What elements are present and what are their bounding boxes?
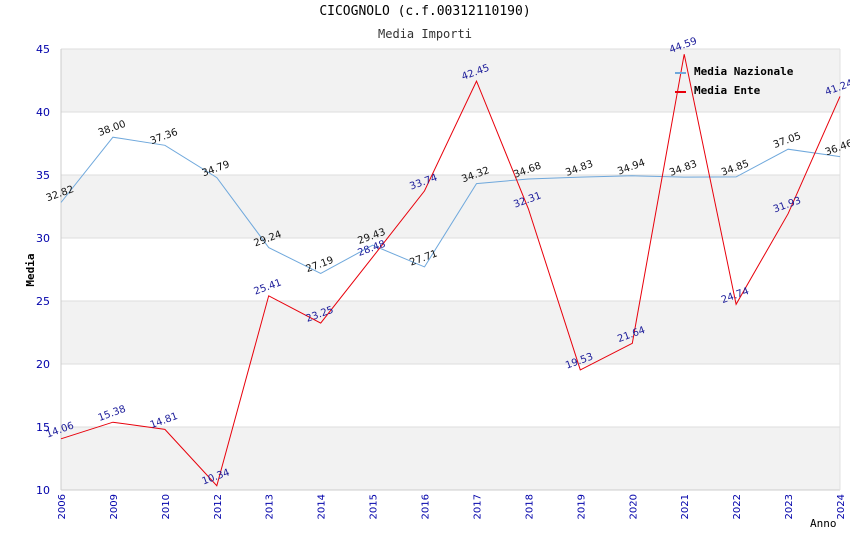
data-label-nazionale: 27.71 <box>408 248 439 268</box>
x-tick-labels: 2006 2009 2010 2012 2013 2014 2015 2016 2017 2018… <box>57 494 847 519</box>
x-tick-label: 2015 <box>369 494 380 519</box>
y-tick-label: 10 <box>36 484 50 497</box>
y-tick-label: 45 <box>36 43 50 56</box>
data-label-nazionale: 38.00 <box>97 119 128 139</box>
grid-band <box>61 175 840 238</box>
x-tick-label: 2022 <box>732 494 743 519</box>
legend: Media Nazionale Media Ente <box>675 65 794 97</box>
x-tick-label: 2024 <box>836 494 847 519</box>
legend-label: Media Nazionale <box>694 65 794 78</box>
x-tick-label: 2006 <box>57 494 68 519</box>
data-label-nazionale: 27.19 <box>305 255 336 275</box>
series-lines <box>60 54 841 487</box>
data-label-nazionale: 34.94 <box>616 157 647 177</box>
y-axis-title: Media <box>24 253 37 286</box>
grid-band <box>61 301 840 364</box>
data-label-ente: 15.38 <box>97 404 128 424</box>
grid-band <box>61 49 840 112</box>
grid-band <box>61 427 840 490</box>
chart-subtitle: Media Importi <box>378 27 472 41</box>
x-tick-label: 2010 <box>161 494 172 519</box>
y-tick-label: 15 <box>36 421 50 434</box>
y-tick-label: 30 <box>36 232 50 245</box>
grid-bands <box>61 49 840 490</box>
x-tick-label: 2020 <box>628 494 639 519</box>
x-axis-title: Anno <box>810 517 837 530</box>
y-tick-labels: 10 15 20 25 30 35 40 45 <box>36 43 50 497</box>
data-label-nazionale: 37.05 <box>772 131 803 151</box>
data-label-ente: 25.41 <box>253 277 284 297</box>
x-tick-label: 2012 <box>213 494 224 519</box>
x-tick-label: 2013 <box>265 494 276 519</box>
x-tick-label: 2009 <box>109 494 120 519</box>
series-line-media-ente <box>60 54 841 487</box>
grid-lines <box>61 48 840 491</box>
x-tick-label: 2014 <box>317 494 328 519</box>
x-tick-label: 2018 <box>524 494 535 519</box>
chart-title: CICOGNOLO (c.f.00312110190) <box>319 4 531 19</box>
legend-label: Media Ente <box>694 84 761 97</box>
x-tick-label: 2023 <box>784 494 795 519</box>
y-tick-label: 25 <box>36 295 50 308</box>
data-label-nazionale: 37.36 <box>149 127 180 147</box>
x-tick-label: 2019 <box>576 494 587 519</box>
y-tick-label: 40 <box>36 106 50 119</box>
y-tick-label: 20 <box>36 358 50 371</box>
data-label-nazionale: 36.46 <box>824 138 850 158</box>
x-tick-label: 2017 <box>472 494 483 519</box>
axes <box>60 49 841 491</box>
x-tick-label: 2016 <box>421 494 432 519</box>
x-tick-label: 2021 <box>680 494 691 519</box>
y-tick-label: 35 <box>36 169 50 182</box>
